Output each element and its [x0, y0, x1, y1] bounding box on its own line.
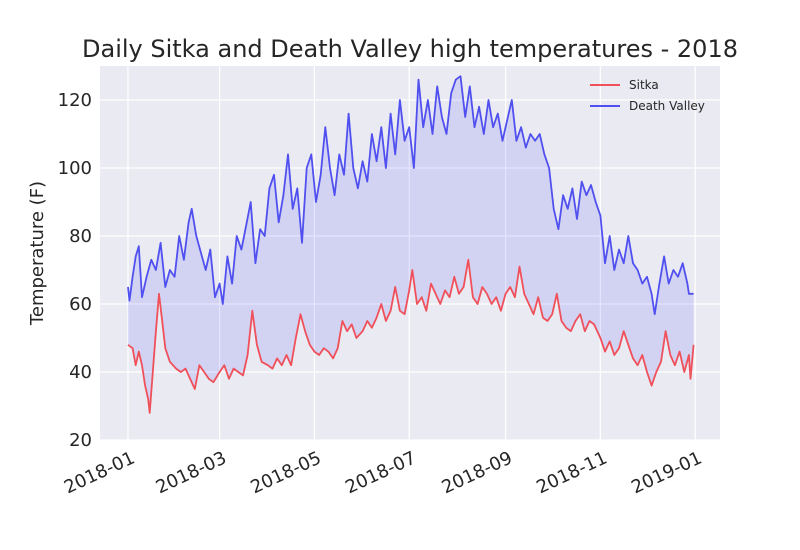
x-tick-label: 2018-11	[533, 447, 610, 498]
series-line-death-valley	[127, 75, 694, 316]
fill-between-area	[128, 76, 694, 413]
x-tick-labels: 2018-01 2018-03 2018-05 2018-07 2018-09 2018-…	[61, 447, 705, 498]
x-tick-label: 2018-01	[61, 447, 138, 498]
x-tick-label: 2018-07	[342, 447, 419, 498]
chart-title: Daily Sitka and Death Valley high temper…	[82, 35, 738, 63]
y-tick-label: 100	[58, 158, 92, 179]
x-tick-label: 2018-05	[248, 447, 325, 498]
legend: Sitka Death Valley	[590, 78, 705, 113]
y-tick-label: 60	[69, 294, 92, 315]
y-tick-label: 40	[69, 362, 92, 383]
y-tick-labels: 20 40 60 80 100 120	[58, 90, 92, 451]
y-tick-label: 20	[69, 430, 92, 451]
x-tick-label: 2019-01	[628, 447, 705, 498]
x-tick-label: 2018-09	[439, 447, 516, 498]
y-tick-label: 80	[69, 226, 92, 247]
grid-lines	[100, 66, 720, 441]
y-tick-label: 120	[58, 90, 92, 111]
legend-label-sitka: Sitka	[629, 78, 659, 92]
y-axis-label: Temperature (F)	[27, 181, 48, 326]
x-tick-label: 2018-03	[153, 447, 230, 498]
legend-label-death-valley: Death Valley	[629, 99, 705, 113]
series-line-sitka	[127, 258, 695, 414]
series-lines	[127, 75, 695, 414]
